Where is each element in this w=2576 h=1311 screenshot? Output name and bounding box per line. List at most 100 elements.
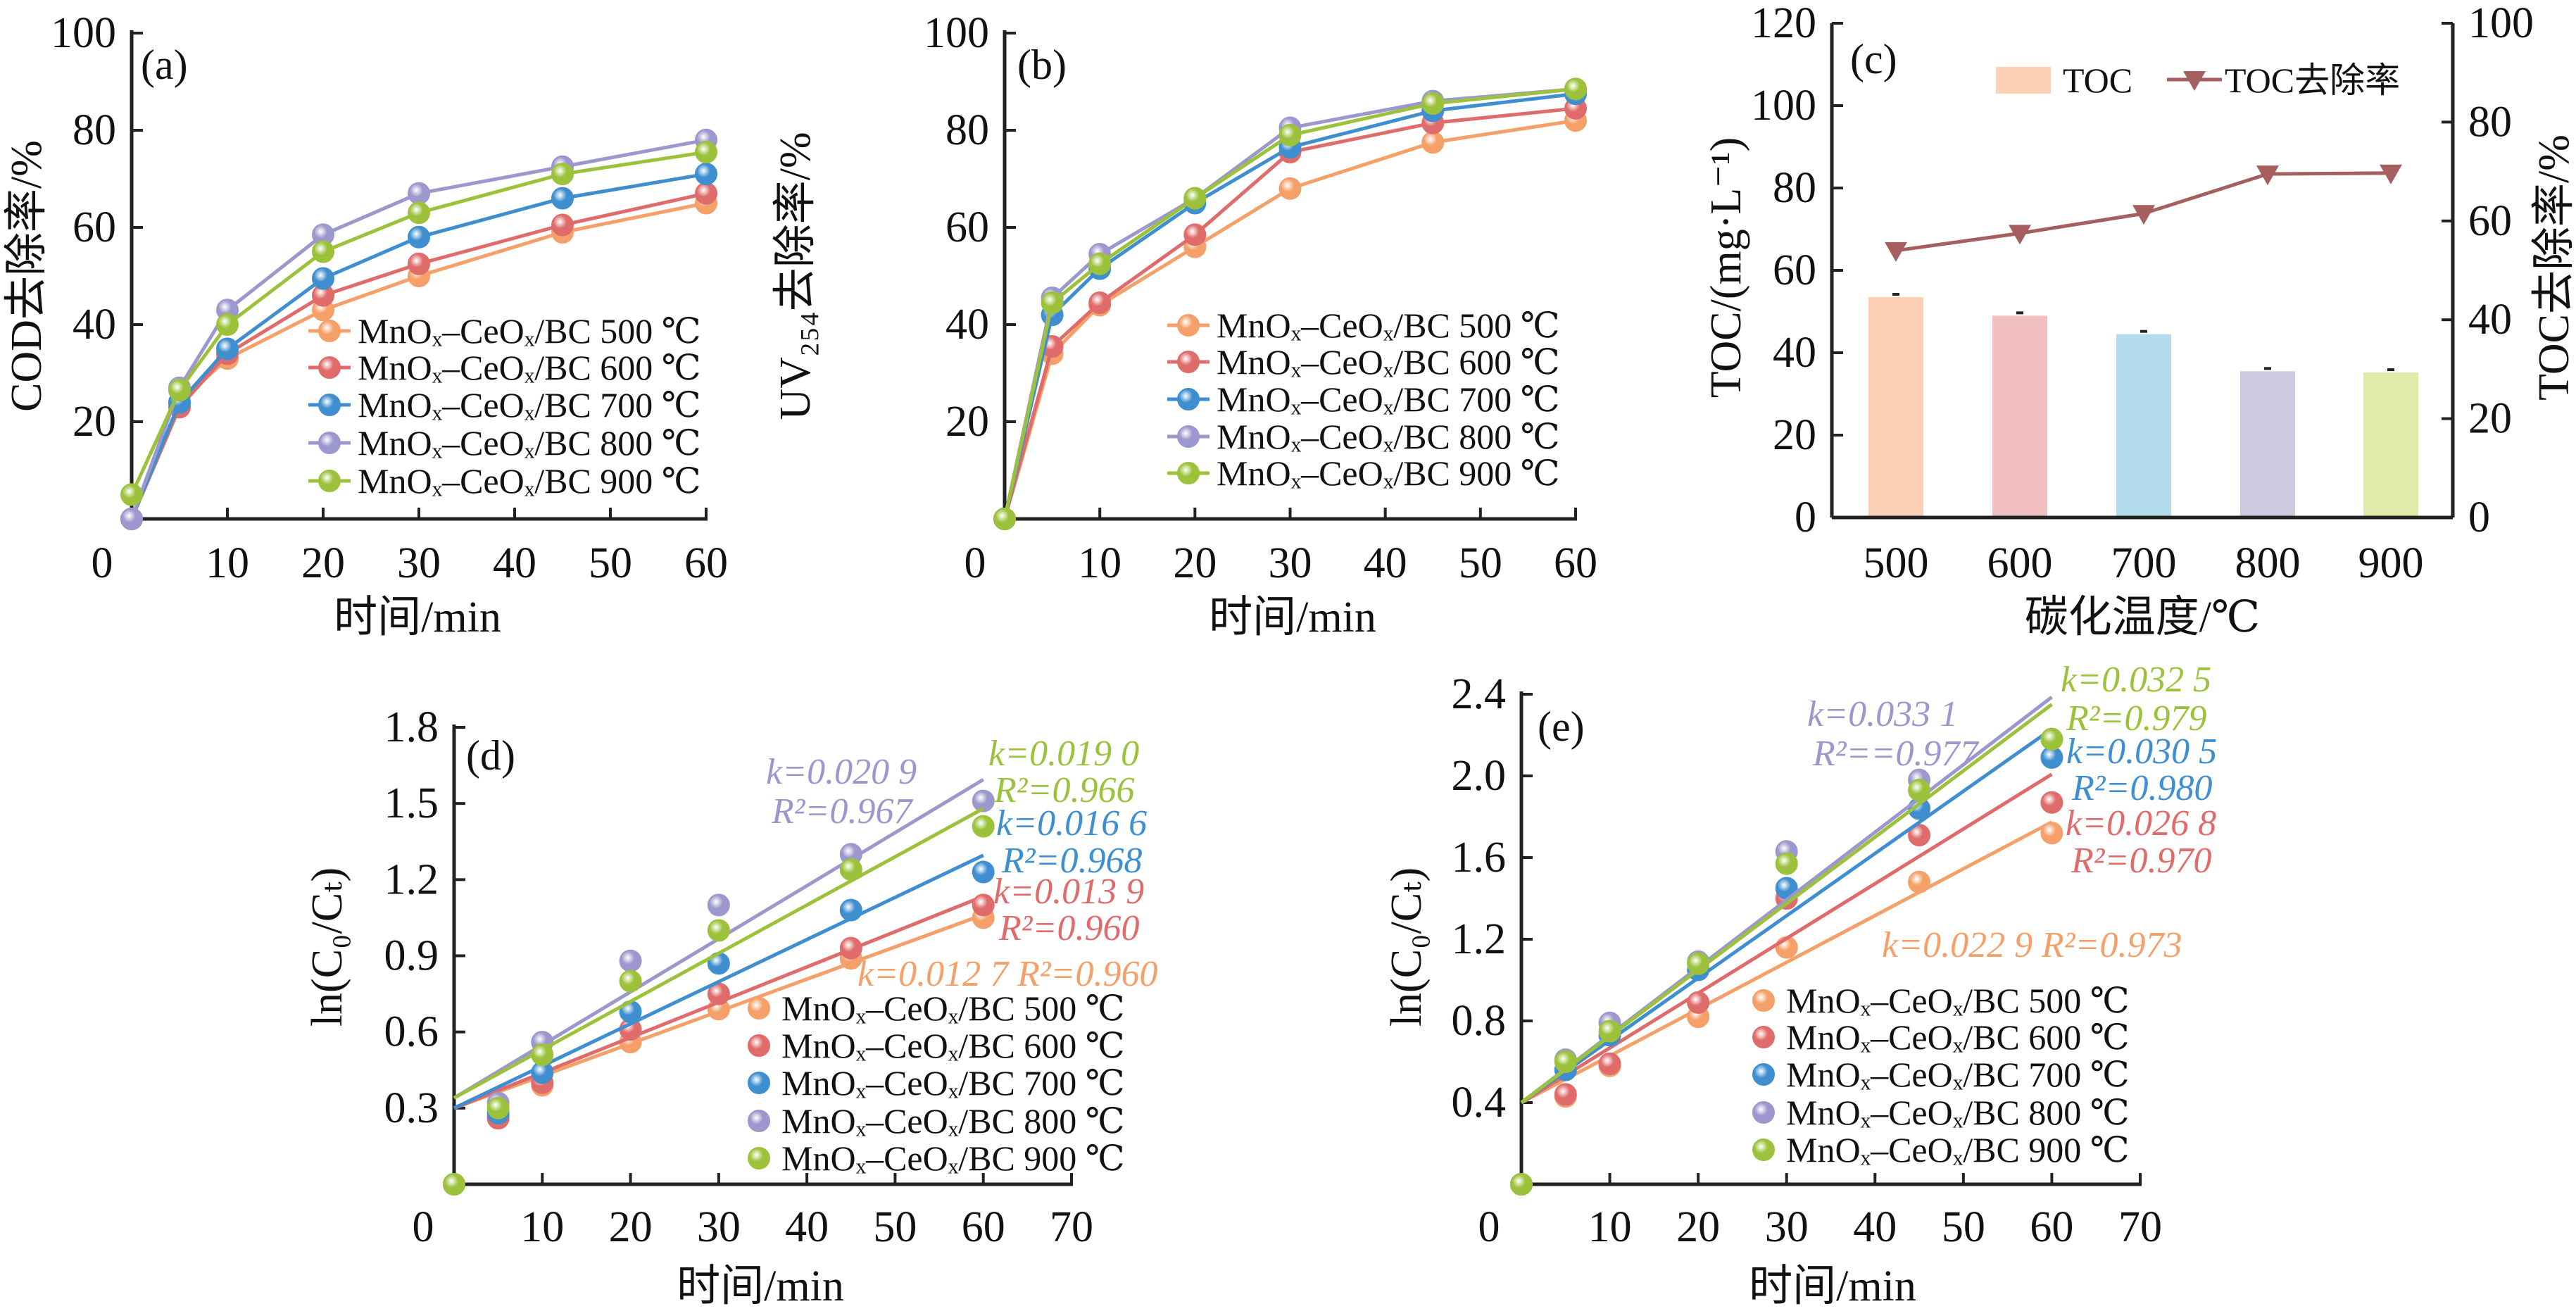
panel-label-e: (e) xyxy=(1538,703,1585,750)
y-tick-label: 120 xyxy=(1751,0,1816,47)
legend-marker xyxy=(1177,425,1200,448)
y-tick-label: 60 xyxy=(1773,246,1816,294)
data-point xyxy=(1183,187,1207,210)
data-point xyxy=(168,379,191,402)
data-point xyxy=(972,860,995,884)
data-point xyxy=(120,508,143,530)
legend-marker xyxy=(318,470,341,492)
data-point-triangle xyxy=(2380,164,2402,184)
data-point xyxy=(695,182,717,205)
data-point xyxy=(695,141,717,164)
legend-marker xyxy=(2183,71,2206,91)
data-point xyxy=(551,187,574,210)
legend-marker xyxy=(1177,314,1200,337)
x-tick-label: 10 xyxy=(1078,539,1121,587)
legend-label: MnOₓ–CeOₓ/BC 500 ℃ xyxy=(1217,306,1560,345)
data-point xyxy=(1183,223,1207,246)
data-point xyxy=(839,936,862,960)
legend-marker xyxy=(318,432,341,454)
data-point xyxy=(707,893,730,917)
data-point xyxy=(695,163,717,186)
x-axis-title-e: 时间/min xyxy=(1749,1262,1916,1310)
x-axis-title-d: 时间/min xyxy=(677,1262,844,1310)
fit-k-label: k=0.019 0 xyxy=(988,734,1139,774)
data-point xyxy=(1598,1052,1621,1075)
legend-marker xyxy=(748,997,770,1020)
legend-marker xyxy=(318,320,341,342)
data-point xyxy=(1421,92,1445,115)
x-tick-label: 60 xyxy=(1554,539,1597,587)
x-axis-title-b: 时间/min xyxy=(1209,594,1376,641)
y-tick-label: 0.4 xyxy=(1452,1079,1507,1127)
y-axis-title-a: COD去除率/% xyxy=(3,140,51,412)
x-axis-title-c: 碳化温度/℃ xyxy=(2025,594,2261,641)
bar xyxy=(1992,315,2047,518)
bar xyxy=(2116,334,2171,518)
y-tick-label: 0.3 xyxy=(384,1084,439,1132)
legend-marker xyxy=(318,394,341,416)
x-tick-label: 40 xyxy=(493,539,536,587)
data-point xyxy=(1908,824,1931,847)
legend-label: MnOₓ–CeOₓ/BC 700 ℃ xyxy=(1217,380,1560,419)
data-point xyxy=(1908,779,1931,802)
panel-label-a: (a) xyxy=(141,42,188,88)
legend-marker xyxy=(1177,462,1200,484)
legend-label: MnOₓ–CeOₓ/BC 900 ℃ xyxy=(1217,453,1560,493)
y-tick-label-right: 100 xyxy=(2468,0,2534,47)
x-tick-label: 20 xyxy=(1676,1203,1720,1251)
legend-swatch xyxy=(1996,67,2051,94)
y-axis-title-b: UV₂₅₄去除率/% xyxy=(772,132,819,420)
legend-label: MnOₓ–CeOₓ/BC 600 ℃ xyxy=(781,1026,1125,1065)
fit-k-label: k=0.030 5 xyxy=(2066,732,2217,772)
data-point xyxy=(1421,131,1445,154)
x-tick-label: 60 xyxy=(2030,1203,2073,1251)
legend-label: MnOₓ–CeOₓ/BC 700 ℃ xyxy=(1786,1055,2130,1094)
x-tick-label: 70 xyxy=(2118,1203,2162,1251)
data-point xyxy=(1908,870,1931,893)
x-axis-title-a: 时间/min xyxy=(334,594,501,641)
data-point xyxy=(972,893,995,917)
data-point xyxy=(120,483,143,506)
x-tick-label: 0 xyxy=(965,539,986,587)
x-tick-label: 40 xyxy=(1853,1203,1897,1251)
y-tick-label-right: 60 xyxy=(2468,197,2512,245)
data-point xyxy=(2040,727,2063,751)
data-point xyxy=(1088,291,1112,314)
x-tick-label: 60 xyxy=(684,539,728,587)
y-tick-label: 40 xyxy=(73,301,116,349)
fit-r2-label: R²=0.979 xyxy=(2066,698,2206,739)
legend-marker xyxy=(1752,1101,1775,1124)
legend-marker xyxy=(1177,351,1200,373)
y-tick-label: 40 xyxy=(1773,329,1816,377)
data-point xyxy=(1775,852,1798,875)
legend-marker xyxy=(1177,388,1200,410)
data-point xyxy=(216,337,239,360)
data-point xyxy=(972,815,995,838)
x-tick-label: 500 xyxy=(1864,539,1929,587)
x-tick-label: 20 xyxy=(301,539,345,587)
legend-marker xyxy=(748,1147,770,1169)
data-point-triangle xyxy=(1885,242,1907,262)
data-point xyxy=(1554,1083,1577,1106)
legend-marker xyxy=(1752,1026,1775,1048)
x-tick-label: 600 xyxy=(1987,539,2053,587)
data-point xyxy=(408,182,430,205)
y-tick-label: 1.2 xyxy=(1452,915,1507,963)
legend-label: MnOₓ–CeOₓ/BC 800 ℃ xyxy=(1217,417,1560,456)
fit-r2-label: R²=0.967 xyxy=(771,791,913,832)
x-tick-label: 30 xyxy=(697,1203,741,1251)
y-tick-label: 0 xyxy=(1795,494,1816,541)
y-tick-label-right: 0 xyxy=(2468,494,2490,541)
fit-r2-label: R²==0.977 xyxy=(1812,734,1980,774)
legend-label: MnOₓ–CeOₓ/BC 800 ℃ xyxy=(781,1101,1125,1141)
y-tick-label: 80 xyxy=(1773,164,1816,212)
data-point xyxy=(707,919,730,942)
data-point xyxy=(1278,123,1302,146)
x-tick-label: 10 xyxy=(1588,1203,1632,1251)
data-point xyxy=(972,789,995,813)
data-point xyxy=(839,858,862,881)
y-tick-label: 20 xyxy=(1773,411,1816,459)
data-point xyxy=(993,508,1016,530)
fit-k-label: k=0.020 9 xyxy=(766,752,917,792)
